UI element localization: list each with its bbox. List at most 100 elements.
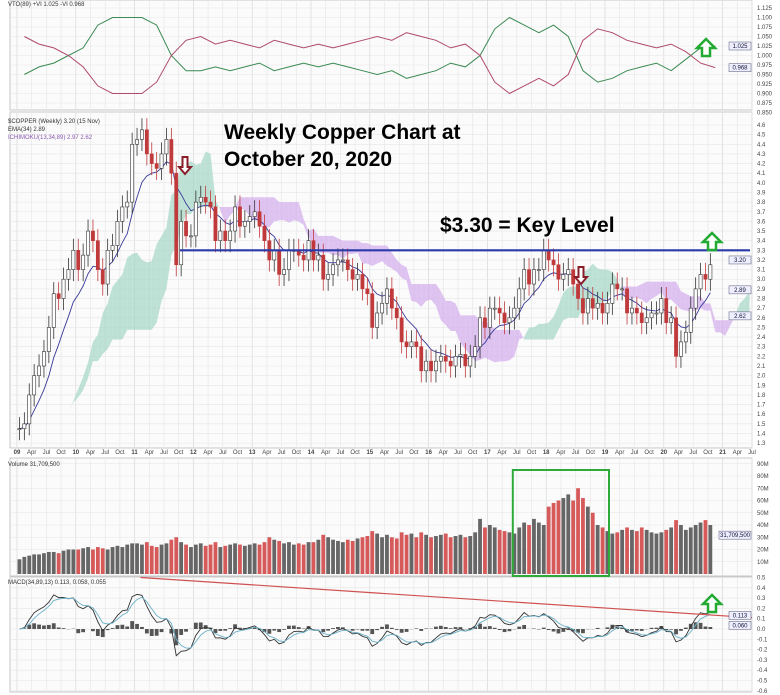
price-y-tick: 3.1 — [757, 268, 766, 274]
candle-body — [17, 428, 22, 430]
price-y-tick: 4.0 — [757, 181, 766, 187]
volume-bar — [448, 537, 453, 574]
price-y-tick: 3.7 — [757, 210, 766, 216]
candle-body — [365, 288, 370, 295]
volume-bar — [81, 548, 86, 574]
x-tick-label: Apr — [145, 450, 154, 456]
x-tick-label: Oct — [56, 450, 66, 456]
candle-body — [399, 317, 404, 343]
volume-bar — [424, 534, 429, 574]
ichimoku-cloud-segment — [333, 235, 338, 256]
candle-body — [179, 221, 184, 266]
macd-histogram-bar — [91, 629, 95, 632]
candle-body — [556, 264, 561, 280]
ichimoku-cloud-segment — [352, 240, 358, 254]
macd-histogram-bar — [468, 628, 473, 629]
candle-body — [576, 283, 580, 299]
price-y-tick: 3.5 — [757, 229, 766, 235]
volume-bar — [399, 532, 404, 574]
ichimoku-cloud-segment — [739, 298, 745, 316]
ichimoku-cloud-segment — [715, 320, 721, 333]
candle-body — [130, 143, 135, 203]
volume-highlight-box — [511, 469, 610, 577]
price-y-tick: 1.6 — [757, 412, 766, 418]
ichimoku-cloud-segment — [524, 327, 530, 340]
ichimoku-cloud-segment — [117, 274, 123, 340]
candle-body — [120, 206, 125, 222]
ichimoku-cloud-segment — [274, 197, 280, 222]
ichimoku-cloud-segment — [391, 252, 397, 273]
volume-bar — [149, 545, 154, 574]
candle-body — [507, 317, 512, 323]
macd-histogram-bar — [419, 629, 424, 631]
x-tick-label: 15 — [366, 450, 373, 456]
ichimoku-cloud-segment — [195, 163, 201, 207]
axis-badge-text-signal: 0.060 — [732, 623, 748, 629]
macd-histogram-bar — [370, 629, 375, 635]
candle-body — [688, 307, 693, 333]
ichimoku-cloud-segment — [416, 284, 422, 307]
vto-y-tick: 0.925 — [757, 82, 773, 88]
volume-bar — [463, 537, 468, 574]
ichimoku-cloud-segment — [146, 261, 152, 330]
x-tick-label: Jul — [395, 450, 403, 456]
volume-bar — [512, 533, 517, 574]
volume-y-tick: 20M — [757, 548, 769, 554]
price-y-tick: 2.4 — [757, 335, 766, 341]
macd-histogram-bar — [267, 629, 272, 634]
price-y-tick: 3.4 — [757, 239, 766, 245]
volume-bar — [169, 539, 174, 574]
macd-histogram-bar — [566, 629, 571, 631]
volume-bar — [105, 549, 110, 574]
macd-histogram-bar — [159, 629, 164, 633]
candle-body — [595, 303, 600, 309]
macd-histogram-bar — [664, 629, 669, 630]
ichimoku-cloud-segment — [293, 202, 299, 222]
candle-body — [140, 129, 144, 140]
price-y-tick: 2.6 — [757, 316, 766, 322]
volume-bar — [434, 536, 438, 574]
volume-y-tick: 50M — [757, 511, 769, 517]
volume-bar — [546, 506, 551, 574]
volume-bar — [585, 506, 590, 574]
candle-body — [193, 201, 198, 237]
macd-histogram-bar — [169, 629, 174, 634]
ichimoku-cloud-segment — [592, 263, 598, 309]
price-y-tick: 4.4 — [757, 142, 766, 148]
candle-body — [375, 312, 380, 328]
down-arrow-icon — [572, 266, 590, 286]
volume-bar — [140, 544, 144, 574]
candle-body — [56, 293, 61, 299]
x-tick-label: Apr — [86, 450, 95, 456]
candle-body — [492, 307, 497, 310]
macd-histogram-bar — [32, 623, 37, 629]
vto-y-tick: 1.100 — [757, 16, 773, 22]
candle-body — [483, 317, 487, 328]
ichimoku-cloud-segment — [73, 388, 79, 403]
down-arrow-icon — [176, 156, 194, 176]
macd-histogram-bar — [581, 629, 585, 634]
volume-bar — [56, 553, 61, 574]
axis-badge-text-vto_minus: 0.968 — [732, 66, 748, 72]
x-tick-label: Jul — [572, 450, 580, 456]
macd-y-tick: 0.2 — [757, 606, 766, 612]
macd-legend: MACD(34,89,13) 0.113, 0.058, 0.055 — [8, 580, 106, 586]
ichimoku-cloud-segment — [543, 322, 549, 340]
candle-body — [340, 259, 345, 262]
x-tick-label: 11 — [131, 450, 138, 456]
volume-bar — [272, 539, 277, 574]
ichimoku-cloud-segment — [313, 228, 319, 253]
volume-bar — [306, 542, 311, 574]
ichimoku-cloud-segment — [303, 218, 309, 239]
candle-body — [164, 139, 169, 155]
ichimoku-cloud-segment — [264, 197, 270, 228]
volume-bar — [385, 534, 389, 574]
macd-y-tick: 0.3 — [757, 596, 766, 602]
candle-body — [414, 341, 419, 348]
ichimoku-cloud-segment — [328, 235, 334, 256]
candle-body — [321, 254, 326, 280]
x-tick-label: Jul — [101, 450, 109, 456]
macd-histogram-bar — [365, 629, 370, 631]
ichimoku-cloud-segment — [744, 291, 750, 316]
x-tick-label: 20 — [660, 450, 667, 456]
